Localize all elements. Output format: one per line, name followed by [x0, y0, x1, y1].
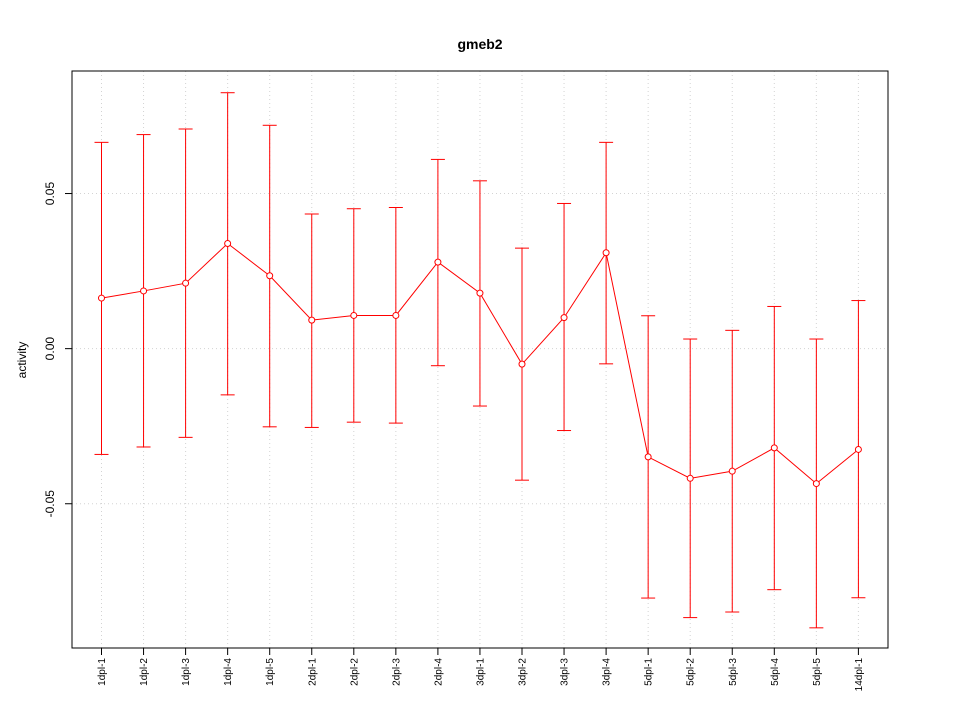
x-tick-label: 3dpl-2 — [518, 658, 529, 686]
data-point — [686, 474, 694, 482]
x-tick-label: 3dpl-1 — [475, 658, 486, 686]
data-point — [308, 316, 316, 324]
data-point — [728, 467, 736, 475]
data-point — [182, 279, 190, 287]
data-point — [518, 360, 526, 368]
y-tick-label: 0.05 — [43, 182, 57, 206]
data-point — [644, 453, 652, 461]
x-tick-label: 1dpl-1 — [97, 658, 108, 686]
x-tick-label: 5dpl-1 — [644, 658, 655, 686]
data-point — [434, 258, 442, 266]
x-tick-label: 1dpl-5 — [265, 658, 276, 686]
x-tick-label: 14dpl-1 — [854, 658, 865, 692]
data-point — [266, 272, 274, 280]
data-point — [602, 249, 610, 257]
x-tick-label: 1dpl-3 — [181, 658, 192, 686]
x-tick-label: 1dpl-2 — [139, 658, 150, 686]
data-point — [812, 480, 820, 488]
x-tick-label: 2dpl-1 — [307, 658, 318, 686]
x-tick-label: 2dpl-3 — [391, 658, 402, 686]
axes: -0.05 0.00 0.05 1dpl-1 1dpl-2 1dpl-3 1dpl-4 1dp… — [43, 182, 865, 692]
y-tick-label: 0.00 — [43, 337, 57, 361]
data-point — [224, 239, 232, 247]
x-tick-label: 1dpl-4 — [223, 658, 234, 686]
plot-frame — [71, 70, 889, 649]
data-point — [560, 314, 568, 322]
data-point — [476, 289, 484, 297]
y-tick-label: -0.05 — [43, 490, 57, 518]
data-point — [98, 294, 105, 302]
chart-title: gmeb2 — [457, 36, 502, 52]
x-tick-label: 5dpl-2 — [686, 658, 697, 686]
series — [94, 92, 866, 629]
data-point — [140, 287, 148, 295]
x-tick-label: 2dpl-4 — [433, 658, 444, 686]
data-point — [392, 311, 400, 319]
x-tick-label: 3dpl-4 — [602, 658, 613, 686]
x-tick-label: 2dpl-2 — [349, 658, 360, 686]
y-axis-label: activity — [15, 342, 29, 379]
data-point — [854, 445, 862, 453]
data-point — [350, 311, 358, 319]
x-tick-label: 5dpl-5 — [812, 658, 823, 686]
x-tick-label: 3dpl-3 — [560, 658, 571, 686]
x-tick-label: 5dpl-4 — [770, 658, 781, 686]
x-tick-label: 5dpl-3 — [728, 658, 739, 686]
data-point — [770, 444, 778, 452]
